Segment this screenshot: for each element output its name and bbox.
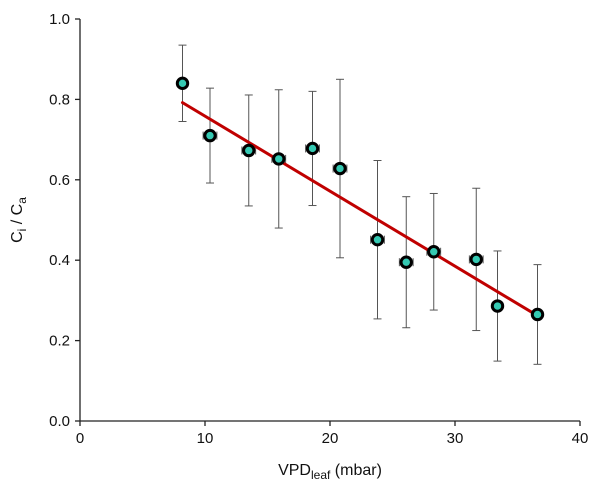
fit-line-group	[181, 101, 539, 318]
data-point	[175, 76, 190, 91]
data-points	[175, 76, 545, 322]
data-point	[427, 245, 441, 259]
y-tick-label: 1.0	[49, 11, 70, 28]
data-point	[399, 255, 413, 269]
data-point	[242, 143, 256, 158]
axes	[79, 19, 580, 422]
data-point	[203, 128, 217, 143]
fit-line	[181, 101, 539, 318]
y-tick-label: 0.4	[49, 252, 70, 269]
data-point	[530, 307, 545, 322]
data-point	[333, 161, 347, 176]
data-point	[490, 299, 505, 313]
ticks: 0 10 20 30 40 0.0 0.2 0.4 0.6 0.8 1.0	[49, 11, 588, 447]
error-bars	[178, 44, 542, 365]
y-tick-label: 0.6	[49, 172, 70, 189]
x-tick-label: 10	[197, 430, 214, 447]
y-tick-label: 0.2	[49, 333, 70, 350]
y-axis-title: Ci / Ca	[9, 197, 29, 243]
data-point	[305, 141, 320, 156]
y-tick-label: 0.8	[49, 91, 70, 108]
x-tick-label: 40	[572, 430, 589, 447]
y-tick-label: 0.0	[49, 413, 70, 430]
data-point	[469, 252, 483, 267]
data-point	[370, 232, 385, 247]
x-tick-label: 20	[322, 430, 339, 447]
data-point	[272, 152, 286, 166]
x-tick-label: 0	[76, 430, 84, 447]
x-tick-label: 30	[447, 430, 464, 447]
x-axis-title: VPDleaf (mbar)	[278, 462, 382, 482]
